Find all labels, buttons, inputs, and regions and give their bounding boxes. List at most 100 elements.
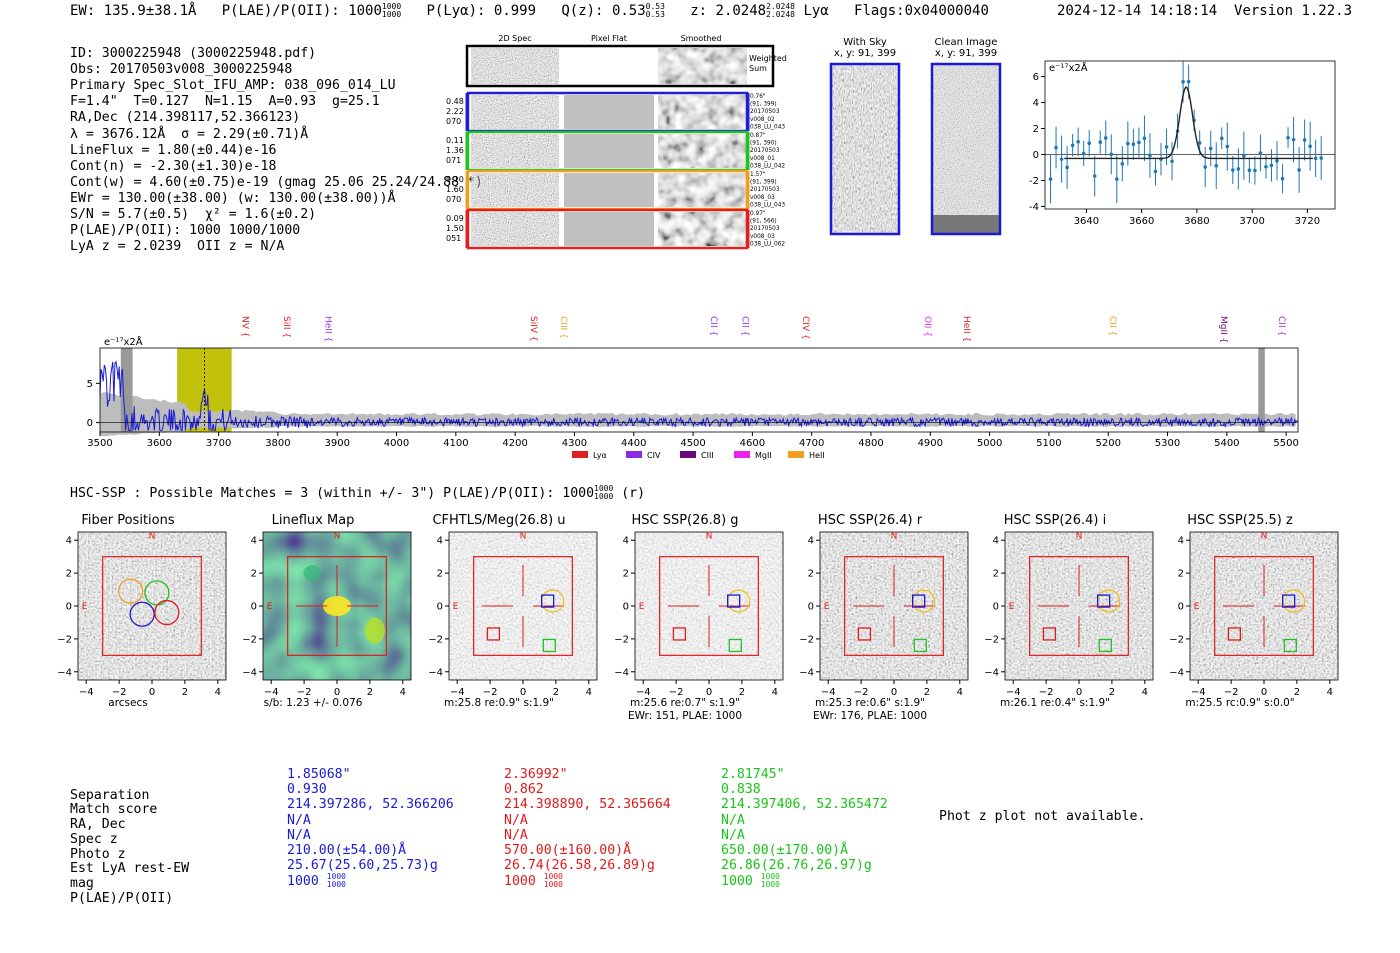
panel-ytick-label: 4	[1178, 536, 1184, 547]
cutout-left-label: 1.60	[446, 185, 464, 194]
spectrum-xtick-label: 4900	[918, 438, 943, 449]
match-ew: 650.00(±170.00)Å	[721, 843, 849, 859]
zoom-data-point	[1319, 156, 1323, 160]
image-panel: HSC SSP(26.8) g N E −4 −2 0 2 4 4 2 0 −2 −4 m:25.6 re…	[580, 510, 790, 730]
panel-ytick-label: 0	[251, 602, 257, 613]
masked-region	[1258, 348, 1265, 432]
panel-ytick-label: −2	[1169, 634, 1184, 645]
cutout-left-label: 1.50	[446, 224, 464, 233]
match-column-1: 1.85068" 0.930 214.397286, 52.366206 N/A…	[287, 767, 454, 890]
zoom-xtick-label: 3720	[1295, 216, 1320, 227]
cutout-left-label: 070	[446, 117, 461, 126]
image-panel: HSC SSP(26.4) i N E −4 −2 0 2 4 4 2 0 −2 −4 m:26.1 re…	[950, 510, 1160, 730]
fiber-circle	[129, 601, 155, 627]
image-panel: Lineflux Map N E −4 −2 0 2 4 4 2 0 −2 −4 s/b: 1.23 +/…	[208, 510, 418, 730]
cutout-pixelflat	[564, 134, 654, 168]
panel-ytick-label: −2	[614, 634, 629, 645]
cutout-right-label: 038_LU_062	[750, 241, 785, 247]
spectrum-xtick-label: 4600	[740, 438, 765, 449]
north-label: N	[520, 532, 527, 542]
panel-ytick-label: 2	[623, 569, 629, 580]
east-label: E	[1194, 602, 1200, 612]
zoom-data-point	[1236, 167, 1241, 171]
zoom-data-point	[1148, 153, 1152, 158]
zoom-data-point	[1131, 142, 1136, 147]
header-plya: P(Lyα): 0.999	[426, 3, 537, 19]
hsc-header-range: 1000 1000	[594, 484, 614, 501]
north-label: N	[334, 532, 341, 542]
cutout-right-label: 0.76"	[750, 94, 766, 100]
match-labels: Separation Match score RA, Dec Spec z Photo …	[70, 774, 189, 921]
match-photoz: N/A	[287, 827, 311, 843]
header-qz-value: 0.53	[611, 3, 646, 19]
emission-line-marker: HeII {	[961, 316, 971, 342]
zoom-axes-frame	[1044, 60, 1336, 210]
panel-ytick-label: 2	[808, 569, 814, 580]
match-plae: 1000 1000 1000	[721, 872, 780, 890]
match-separation: 2.36992"	[504, 767, 568, 782]
zoom-xtick-label: 3700	[1239, 216, 1264, 227]
header-line: Lyα	[803, 3, 829, 19]
match-label: Photo z	[70, 846, 126, 862]
header-z-range: 2.0248 2.0248	[766, 2, 795, 19]
cutout-left-label: 2.22	[446, 107, 464, 116]
with-sky-image	[832, 65, 898, 233]
hsc-header: HSC-SSP : Possible Matches = 3 (within +…	[70, 484, 646, 502]
info-line: λ = 3676.12Å σ = 2.29(±0.71)Å	[70, 126, 309, 142]
panel-xtick-label: 4	[1327, 687, 1333, 698]
panel-ytick-label: −2	[799, 634, 814, 645]
zoom-ytick-label: -2	[1029, 176, 1039, 187]
panel-xtick-label: −2	[112, 687, 127, 698]
panel-xtick-label: −4	[1191, 687, 1206, 698]
zoom-data-point	[1120, 162, 1125, 166]
zoom-data-point	[1253, 168, 1257, 173]
zoom-ylabel: e⁻¹⁷x2Å	[1049, 61, 1088, 74]
panel-ytick-label: 0	[808, 602, 814, 613]
match-radec: 214.397286, 52.366206	[287, 797, 454, 813]
zoom-data-point	[1297, 168, 1301, 172]
spectrum-xtick-label: 4000	[384, 438, 409, 449]
sum-label: Sum	[749, 64, 767, 73]
zoom-data-point	[1126, 141, 1130, 146]
spectrum-xtick-label: 4400	[621, 438, 646, 449]
zoom-data-point	[1208, 146, 1213, 151]
with-sky-title-block: With Sky x, y: 91, 399	[815, 37, 915, 59]
zoom-data-point	[1197, 141, 1202, 145]
zoom-data-point	[1291, 137, 1296, 142]
panel-background	[78, 532, 226, 680]
cutout-right-label: v008_01	[750, 156, 775, 162]
panel-subtitle: m:25.5 rc:0.9" s:0.0"	[1185, 697, 1295, 709]
cutout-right-label: (91, 390)	[750, 141, 777, 147]
panel-xtick-label: −4	[264, 687, 279, 698]
emission-line-marker: CIV {	[800, 316, 810, 340]
panel-ytick-label: 2	[251, 569, 257, 580]
image-panel: HSC SSP(26.4) r N E −4 −2 0 2 4 4 2 0 −2 −4 m:25.3 re…	[765, 510, 975, 730]
cutout-2dspec	[471, 95, 559, 129]
panel-image: N E −4 −2 0 2 4 4 2 0 −2 −4	[428, 532, 598, 698]
panel-ytick-label: 2	[993, 569, 999, 580]
zoom-data-point	[1308, 144, 1312, 149]
panel-ytick-label: 4	[437, 536, 443, 547]
match-label: Est LyA rest-EW	[70, 861, 190, 877]
emission-line-marker: MgII {	[1218, 316, 1228, 343]
match-box-green	[728, 638, 742, 653]
panel-ytick-label: 0	[993, 602, 999, 613]
zoom-xtick-label: 3680	[1184, 216, 1209, 227]
panel-ytick-label: 4	[808, 536, 814, 547]
col-title-pixelflat: Pixel Flat	[591, 34, 627, 43]
panel-subtitle: s/b: 1.23 +/- 0.076	[263, 697, 363, 709]
spectrum-ytick-label: 5	[87, 379, 93, 390]
hsc-header-tail: (r)	[621, 486, 646, 501]
match-specz: N/A	[721, 812, 745, 828]
header-plae-value: 1000	[348, 3, 382, 19]
match-box-blue	[727, 594, 741, 608]
spectrum-xtick-label: 5300	[1155, 438, 1180, 449]
cutout-right-label: 038_LU_043	[750, 202, 785, 208]
info-line: Obs: 20170503v008_3000225948	[70, 62, 293, 78]
image-panel: Fiber Positions N E −4 −2 0 2 4 4 2 0 −2 −4 arcsecs	[23, 510, 233, 730]
emission-line-marker: CII {	[1107, 316, 1117, 336]
zoom-data-point	[1313, 156, 1318, 161]
cutout-right-label: v008_02	[750, 117, 775, 123]
cutout-left-label: 0.11	[446, 136, 464, 145]
